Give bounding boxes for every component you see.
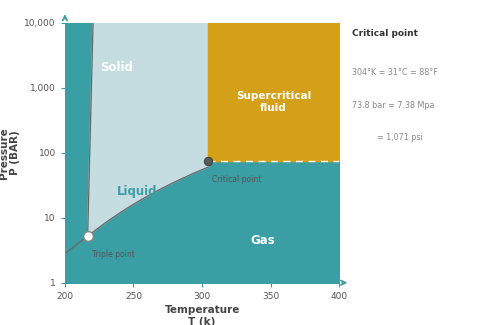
Text: 73.8 bar = 7.38 Mpa: 73.8 bar = 7.38 Mpa <box>352 101 434 110</box>
Text: Liquid: Liquid <box>117 186 158 199</box>
Text: Critical point: Critical point <box>212 175 261 184</box>
Text: 304°K = 31°C = 88°F: 304°K = 31°C = 88°F <box>352 68 438 77</box>
Text: Critical point: Critical point <box>352 29 418 38</box>
Y-axis label: Pressure
P (BAR): Pressure P (BAR) <box>0 127 20 179</box>
Text: Solid: Solid <box>100 61 133 74</box>
Text: Gas: Gas <box>250 234 275 247</box>
X-axis label: Temperature
T (k): Temperature T (k) <box>164 305 240 325</box>
Text: Triple point: Triple point <box>92 250 135 259</box>
Text: = 1,071 psi: = 1,071 psi <box>352 133 423 142</box>
Polygon shape <box>88 23 208 236</box>
Text: Supercritical
fluid: Supercritical fluid <box>236 91 311 113</box>
